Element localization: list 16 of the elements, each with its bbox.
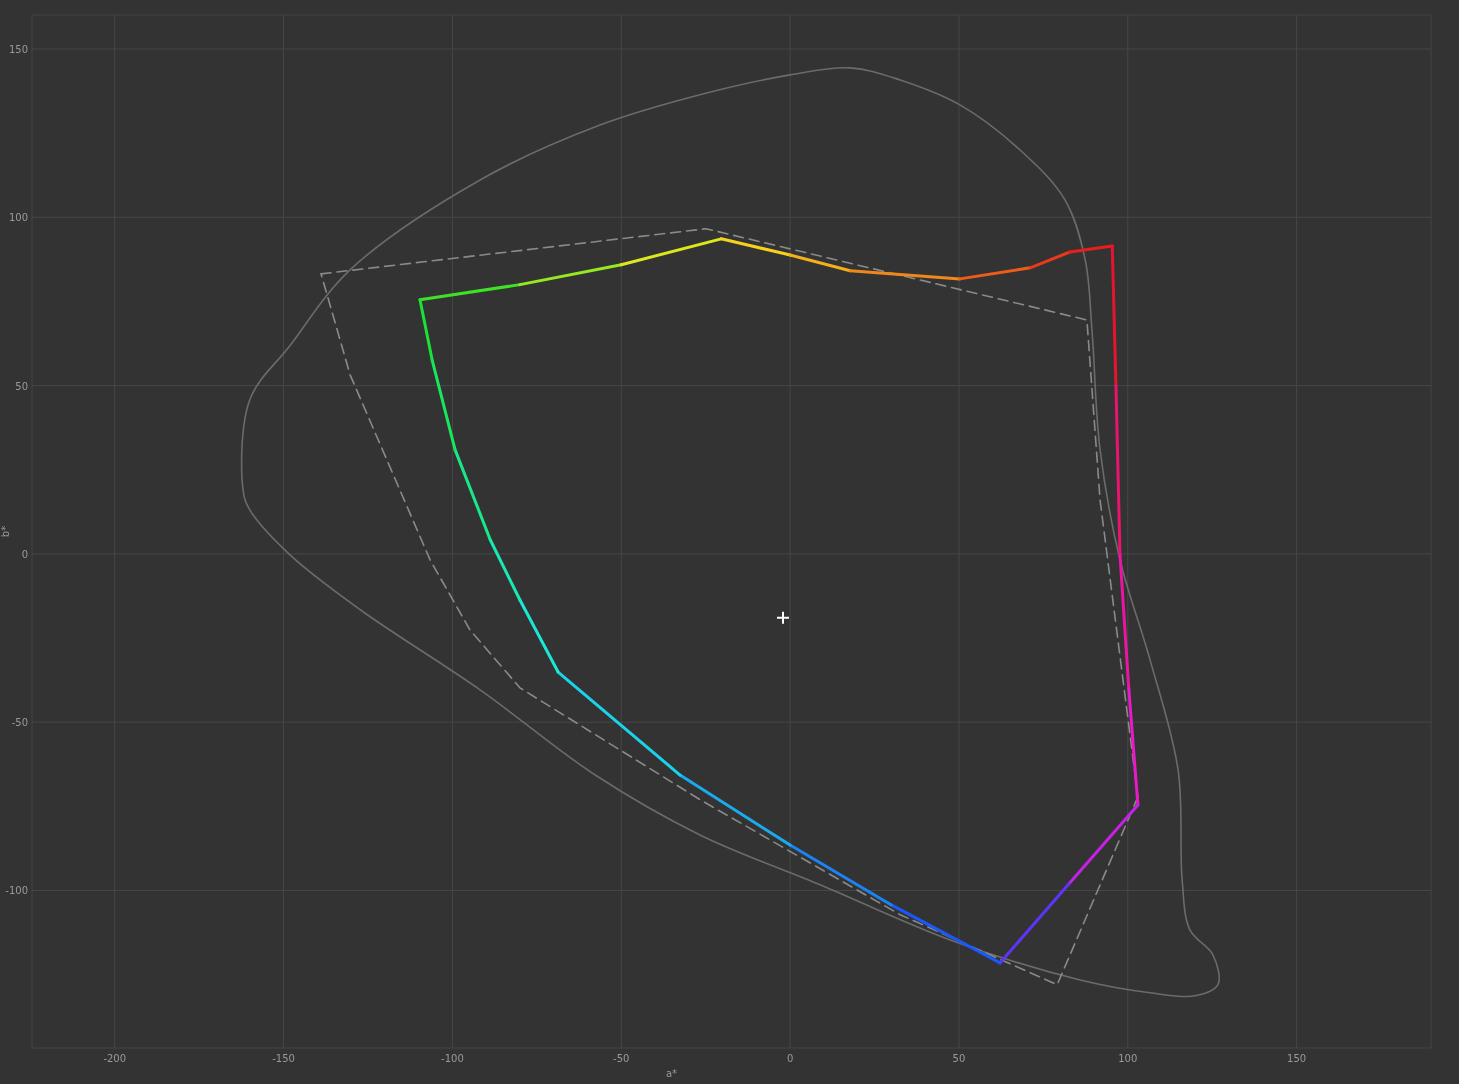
- x-tick-label: 150: [1287, 1053, 1307, 1064]
- y-tick-label: 50: [15, 380, 28, 392]
- x-tick-label: 50: [952, 1053, 966, 1064]
- x-tick-label: 100: [1118, 1053, 1138, 1064]
- x-tick-label: -150: [272, 1053, 295, 1064]
- y-tick-label: -50: [11, 717, 28, 729]
- y-tick-label: 100: [8, 212, 28, 224]
- x-tick-label: -50: [613, 1053, 630, 1064]
- x-axis-title: a*: [665, 1068, 678, 1079]
- y-tick-label: 150: [8, 44, 28, 55]
- x-tick-label: -200: [103, 1053, 127, 1064]
- x-tick-label: -100: [441, 1053, 464, 1064]
- x-tick-label: 0: [786, 1053, 794, 1064]
- y-tick-label: -100: [5, 885, 28, 897]
- y-tick-label: 0: [21, 548, 28, 560]
- y-axis-title: b*: [0, 525, 11, 538]
